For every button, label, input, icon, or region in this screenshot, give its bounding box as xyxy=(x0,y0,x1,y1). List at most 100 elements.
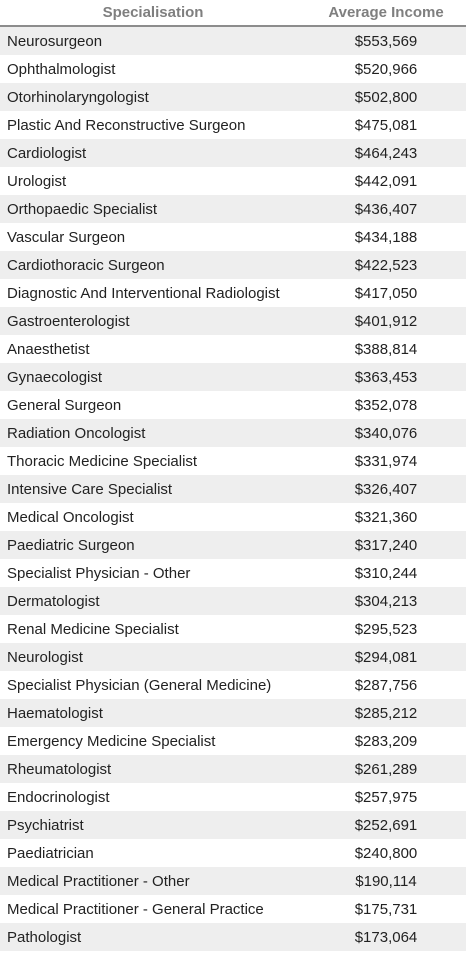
specialisation-cell: Vascular Surgeon xyxy=(0,223,306,251)
average-income-cell: $257,975 xyxy=(306,783,466,811)
specialisation-cell: Ophthalmologist xyxy=(0,55,306,83)
average-income-cell: $434,188 xyxy=(306,223,466,251)
table-row: Renal Medicine Specialist $295,523 xyxy=(0,615,466,643)
average-income-cell: $304,213 xyxy=(306,587,466,615)
header-row: Specialisation Average Income xyxy=(0,0,466,27)
average-income-cell: $287,756 xyxy=(306,671,466,699)
table-row: Gynaecologist $363,453 xyxy=(0,363,466,391)
table-row: Paediatric Surgeon $317,240 xyxy=(0,531,466,559)
table-row: Emergency Medicine Specialist $283,209 xyxy=(0,727,466,755)
specialisation-cell: Medical Practitioner - General Practice xyxy=(0,895,306,923)
average-income-cell: $190,114 xyxy=(306,867,466,895)
specialisation-cell: Psychiatrist xyxy=(0,811,306,839)
average-income-cell: $363,453 xyxy=(306,363,466,391)
average-income-cell: $340,076 xyxy=(306,419,466,447)
table-row: Endocrinologist $257,975 xyxy=(0,783,466,811)
average-income-cell: $401,912 xyxy=(306,307,466,335)
specialisation-cell: Anaesthetist xyxy=(0,335,306,363)
average-income-cell: $283,209 xyxy=(306,727,466,755)
table-row: Medical Practitioner - Other $190,114 xyxy=(0,867,466,895)
average-income-cell: $175,731 xyxy=(306,895,466,923)
specialisation-cell: Diagnostic And Interventional Radiologis… xyxy=(0,279,306,307)
specialisation-cell: Specialist Physician (General Medicine) xyxy=(0,671,306,699)
table-row: Radiation Oncologist $340,076 xyxy=(0,419,466,447)
average-income-cell: $520,966 xyxy=(306,55,466,83)
specialisation-cell: Endocrinologist xyxy=(0,783,306,811)
average-income-cell: $422,523 xyxy=(306,251,466,279)
specialisation-cell: Orthopaedic Specialist xyxy=(0,195,306,223)
average-income-cell: $173,064 xyxy=(306,923,466,951)
specialisation-cell: Medical Oncologist xyxy=(0,503,306,531)
average-income-cell: $321,360 xyxy=(306,503,466,531)
average-income-cell: $475,081 xyxy=(306,111,466,139)
column-header-average-income[interactable]: Average Income xyxy=(306,0,466,27)
average-income-cell: $553,569 xyxy=(306,26,466,55)
table-row: Psychiatrist $252,691 xyxy=(0,811,466,839)
average-income-cell: $436,407 xyxy=(306,195,466,223)
table-row: Pathologist $173,064 xyxy=(0,923,466,951)
table-row: Neurosurgeon $553,569 xyxy=(0,26,466,55)
specialisation-cell: Gynaecologist xyxy=(0,363,306,391)
specialisation-cell: Dermatologist xyxy=(0,587,306,615)
table-row: Intensive Care Specialist $326,407 xyxy=(0,475,466,503)
specialisation-cell: Rheumatologist xyxy=(0,755,306,783)
table-row: Haematologist $285,212 xyxy=(0,699,466,727)
average-income-cell: $295,523 xyxy=(306,615,466,643)
average-income-cell: $310,244 xyxy=(306,559,466,587)
average-income-cell: $317,240 xyxy=(306,531,466,559)
table-row: Diagnostic And Interventional Radiologis… xyxy=(0,279,466,307)
table-row: Rheumatologist $261,289 xyxy=(0,755,466,783)
specialisation-cell: Pathologist xyxy=(0,923,306,951)
table-row: Medical Oncologist $321,360 xyxy=(0,503,466,531)
specialisation-cell: Haematologist xyxy=(0,699,306,727)
average-income-cell: $352,078 xyxy=(306,391,466,419)
table-row: Cardiologist $464,243 xyxy=(0,139,466,167)
table-row: Neurologist $294,081 xyxy=(0,643,466,671)
specialisation-cell: Emergency Medicine Specialist xyxy=(0,727,306,755)
table-row: Medical Practitioner - General Practice $… xyxy=(0,895,466,923)
table-row: Anaesthetist $388,814 xyxy=(0,335,466,363)
specialisation-cell: Cardiologist xyxy=(0,139,306,167)
average-income-cell: $326,407 xyxy=(306,475,466,503)
average-income-cell: $261,289 xyxy=(306,755,466,783)
column-header-specialisation[interactable]: Specialisation xyxy=(0,0,306,27)
specialisation-cell: Radiation Oncologist xyxy=(0,419,306,447)
table-row: Ophthalmologist $520,966 xyxy=(0,55,466,83)
specialisation-cell: General Surgeon xyxy=(0,391,306,419)
specialisation-cell: Neurosurgeon xyxy=(0,26,306,55)
average-income-cell: $240,800 xyxy=(306,839,466,867)
average-income-cell: $285,212 xyxy=(306,699,466,727)
specialisation-cell: Paediatrician xyxy=(0,839,306,867)
specialisation-cell: Specialist Physician - Other xyxy=(0,559,306,587)
specialisation-cell: Gastroenterologist xyxy=(0,307,306,335)
specialisation-cell: Thoracic Medicine Specialist xyxy=(0,447,306,475)
specialisation-cell: Otorhinolaryngologist xyxy=(0,83,306,111)
table-row: Dermatologist $304,213 xyxy=(0,587,466,615)
specialisation-cell: Cardiothoracic Surgeon xyxy=(0,251,306,279)
table-row: Plastic And Reconstructive Surgeon $475,0… xyxy=(0,111,466,139)
table-row: Specialist Physician - Other $310,244 xyxy=(0,559,466,587)
average-income-cell: $388,814 xyxy=(306,335,466,363)
specialisation-cell: Intensive Care Specialist xyxy=(0,475,306,503)
specialisation-cell: Medical Practitioner - Other xyxy=(0,867,306,895)
table-row: Orthopaedic Specialist $436,407 xyxy=(0,195,466,223)
table-header: Specialisation Average Income xyxy=(0,0,466,27)
table-row: Vascular Surgeon $434,188 xyxy=(0,223,466,251)
table-row: Urologist $442,091 xyxy=(0,167,466,195)
specialisation-cell: Paediatric Surgeon xyxy=(0,531,306,559)
average-income-cell: $502,800 xyxy=(306,83,466,111)
specialisation-cell: Urologist xyxy=(0,167,306,195)
average-income-cell: $417,050 xyxy=(306,279,466,307)
specialisation-cell: Plastic And Reconstructive Surgeon xyxy=(0,111,306,139)
table-row: Cardiothoracic Surgeon $422,523 xyxy=(0,251,466,279)
table-row: Paediatrician $240,800 xyxy=(0,839,466,867)
table-body: Neurosurgeon $553,569 Ophthalmologist $520,… xyxy=(0,26,466,951)
specialisation-cell: Renal Medicine Specialist xyxy=(0,615,306,643)
table-row: Specialist Physician (General Medicine) $… xyxy=(0,671,466,699)
table-row: Otorhinolaryngologist $502,800 xyxy=(0,83,466,111)
specialisation-cell: Neurologist xyxy=(0,643,306,671)
average-income-cell: $464,243 xyxy=(306,139,466,167)
table-row: Thoracic Medicine Specialist $331,974 xyxy=(0,447,466,475)
